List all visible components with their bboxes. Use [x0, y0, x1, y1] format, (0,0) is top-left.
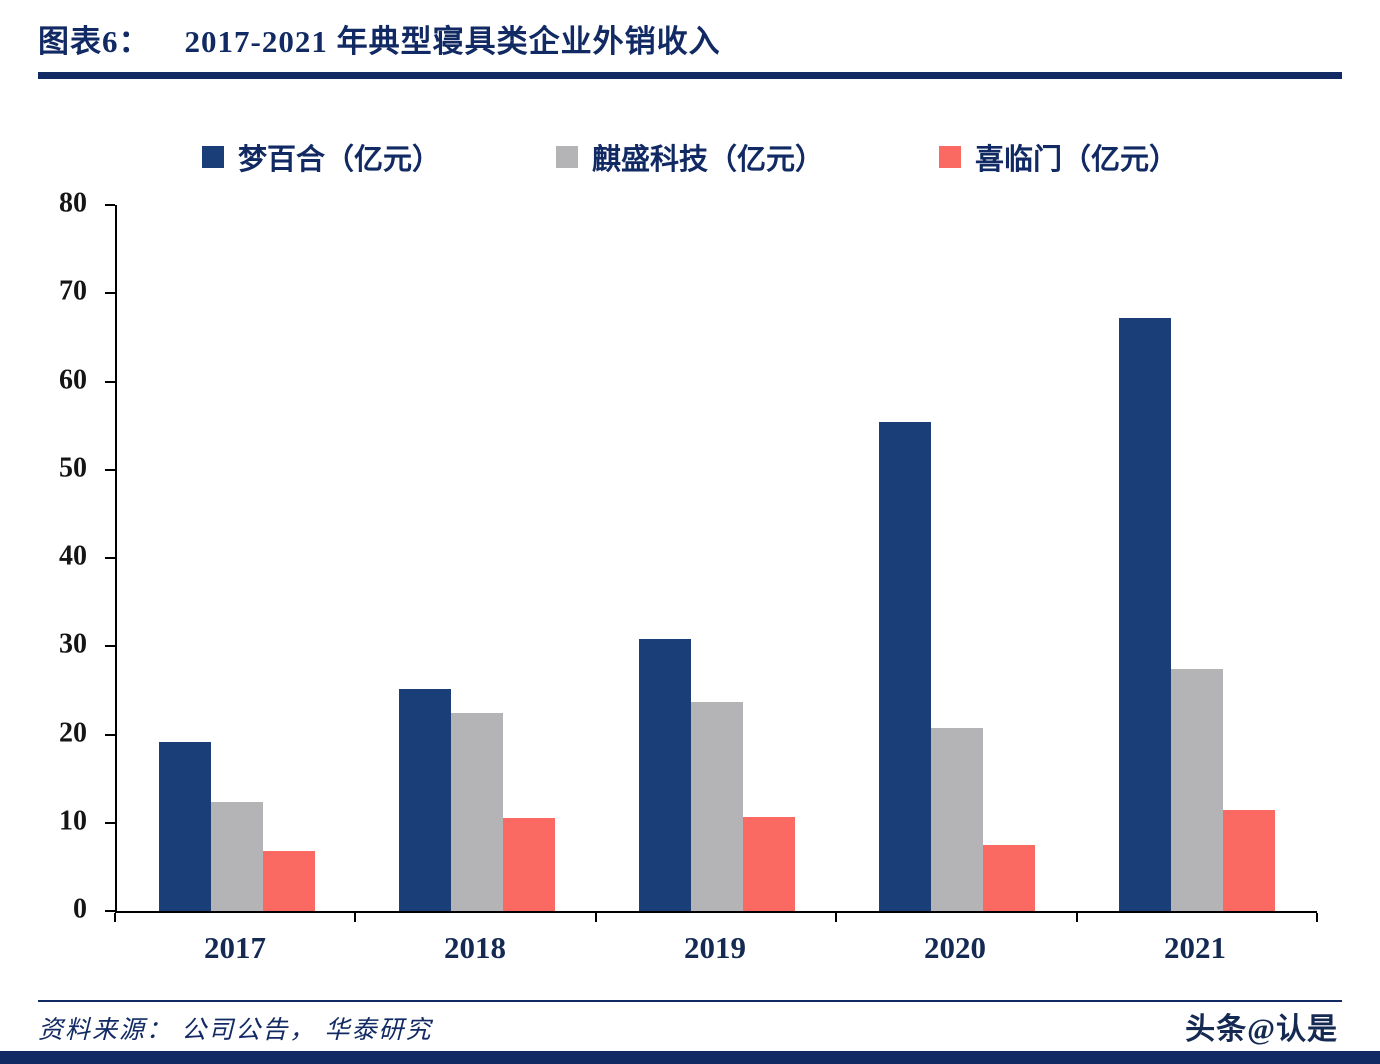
x-tick-label: 2021 — [1164, 930, 1226, 965]
y-tick-label: 40 — [59, 540, 87, 572]
bar — [399, 688, 451, 911]
legend-swatch — [201, 146, 224, 168]
source-note: 资料来源： 公司公告， 华泰研究 — [38, 1017, 433, 1044]
x-tick-mark — [594, 913, 597, 922]
bar — [1119, 317, 1171, 911]
x-tick-label: 2019 — [684, 930, 746, 965]
y-tick-mark — [105, 557, 115, 559]
bar — [451, 713, 503, 911]
y-tick-label: 50 — [59, 452, 87, 484]
y-tick-label: 70 — [59, 275, 87, 307]
footer-divider-rule — [38, 1000, 1342, 1002]
bar — [639, 639, 691, 911]
x-tick-mark — [835, 913, 838, 922]
x-tick-mark — [354, 913, 357, 922]
x-labels: 2017 2018 2019 2020 2021 — [115, 930, 1315, 976]
bar — [263, 851, 315, 911]
chart-legend: 梦百合（亿元） 麒盛科技（亿元） 喜临门（亿元） — [0, 136, 1380, 178]
y-tick-label: 60 — [59, 364, 87, 396]
y-tick-mark — [105, 292, 115, 295]
x-tick-mark — [114, 913, 116, 922]
bar — [879, 422, 931, 911]
chart-title-text: 2017-2021 年典型寝具类企业外销收入 — [184, 24, 721, 59]
legend-label: 梦百合（亿元） — [237, 144, 441, 176]
legend-item: 梦百合（亿元） — [201, 136, 441, 178]
y-tick-mark — [105, 821, 115, 824]
bar-group-2017 — [117, 205, 357, 911]
bar-group-2021 — [1077, 205, 1317, 911]
legend-swatch — [939, 146, 961, 168]
bar — [159, 742, 211, 911]
y-tick-label: 30 — [59, 628, 87, 660]
y-tick-mark — [105, 910, 115, 912]
legend-label: 喜临门（亿元） — [975, 144, 1179, 176]
y-tick-mark — [105, 468, 115, 471]
x-axis — [114, 913, 1318, 923]
y-axis: 0 10 20 30 40 50 60 70 80 — [0, 188, 115, 925]
bar — [691, 701, 743, 911]
y-tick-mark — [105, 204, 115, 206]
bar-group-2019 — [597, 205, 837, 911]
figure-number-label: 图表6： — [38, 24, 151, 59]
x-tick-label: 2017 — [204, 930, 266, 965]
bar-group-2020 — [837, 205, 1077, 911]
y-tick-label: 10 — [59, 805, 87, 837]
bar — [211, 801, 263, 911]
legend-item: 麒盛科技（亿元） — [555, 136, 824, 178]
legend-item: 喜临门（亿元） — [939, 136, 1178, 178]
legend-label: 麒盛科技（亿元） — [591, 144, 824, 176]
chart-title: 图表6： 2017-2021 年典型寝具类企业外销收入 — [38, 16, 721, 61]
y-tick-mark — [105, 645, 115, 648]
y-tick-label: 0 — [73, 893, 87, 925]
y-tick-label: 20 — [59, 717, 87, 749]
bar — [503, 818, 555, 911]
bar — [1223, 809, 1275, 911]
bottom-navy-bar — [0, 1051, 1380, 1064]
title-underline-rule — [38, 72, 1342, 79]
x-tick-mark — [1316, 913, 1318, 922]
bar — [983, 844, 1035, 911]
plot-area — [115, 205, 1317, 913]
legend-swatch — [555, 146, 578, 168]
x-tick-label: 2020 — [924, 930, 986, 965]
x-tick-mark — [1075, 913, 1078, 922]
watermark-text: 头条@认是 — [1185, 1013, 1338, 1046]
bar-group-2018 — [357, 205, 597, 911]
bar — [931, 728, 983, 911]
bar — [743, 817, 795, 911]
y-tick-mark — [105, 380, 115, 383]
y-tick-label: 80 — [59, 187, 87, 219]
y-tick-mark — [105, 733, 115, 736]
bar — [1171, 669, 1223, 911]
x-tick-label: 2018 — [444, 930, 506, 965]
